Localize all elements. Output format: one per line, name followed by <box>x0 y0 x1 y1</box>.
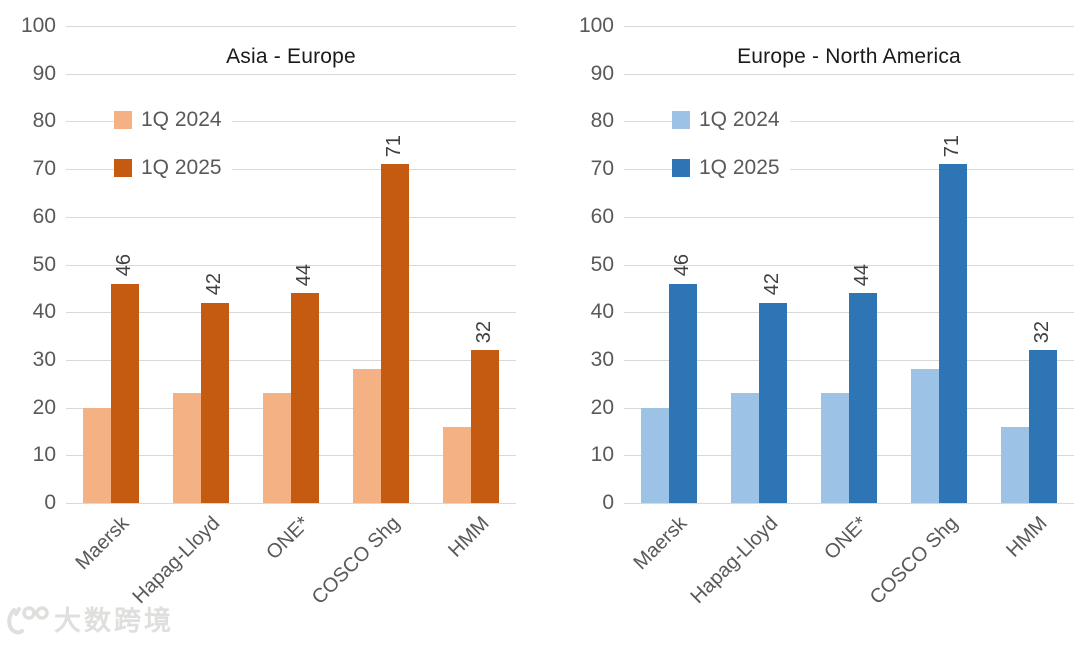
chart-title: Asia - Europe <box>226 45 356 68</box>
bar-1q-2025-3 <box>939 164 967 503</box>
gridline <box>624 121 1074 123</box>
legend-item: 1Q 2025 <box>672 157 790 179</box>
bar-1q-2025-1 <box>759 302 787 503</box>
bar-1q-2024-0 <box>83 407 111 503</box>
chart-asia-europe: 0 10 20 30 40 50 60 70 80 90 100 Asia - Europe 1Q 20… <box>20 14 516 609</box>
y-tick-label: 100 <box>20 14 56 37</box>
y-tick-label: 60 <box>32 204 56 228</box>
x-category-label: Maersk <box>71 512 134 575</box>
bar-data-label: 46 <box>671 254 693 277</box>
gridline <box>66 503 516 504</box>
y-tick-label: 20 <box>590 395 614 419</box>
legend-swatch-icon <box>672 159 690 177</box>
bar-1q-2024-2 <box>263 393 291 503</box>
bar-1q-2025-4 <box>1029 350 1057 503</box>
x-category-label: Hapag-Lloyd <box>128 512 224 609</box>
x-category-label: ONE* <box>262 512 314 565</box>
bar-1q-2024-3 <box>911 369 939 503</box>
legend-label: 1Q 2025 <box>699 156 780 179</box>
legend-swatch-icon <box>114 159 132 177</box>
bar-data-label: 32 <box>473 321 495 344</box>
y-tick-label: 90 <box>32 61 56 85</box>
y-tick-label: 60 <box>590 204 614 228</box>
bar-1q-2024-0 <box>641 407 669 503</box>
x-category-label: COSCO Shg <box>307 512 404 609</box>
x-category-label: Hapag-Lloyd <box>686 512 782 609</box>
y-tick-label: 80 <box>32 109 56 133</box>
bar-data-label: 32 <box>1031 321 1053 344</box>
x-category-label: HMM <box>1002 512 1052 562</box>
y-tick-label: 90 <box>590 61 614 85</box>
gridline <box>624 26 1074 27</box>
y-tick-label: 70 <box>590 157 614 181</box>
bar-1q-2024-1 <box>731 393 759 503</box>
bar-1q-2025-2 <box>849 293 877 503</box>
gridline <box>624 216 1074 218</box>
gridline <box>66 169 516 171</box>
bar-data-label: 42 <box>203 273 225 296</box>
gridline <box>66 216 516 218</box>
bar-1q-2025-1 <box>201 302 229 503</box>
bar-1q-2024-4 <box>443 426 471 503</box>
y-tick-label: 30 <box>32 347 56 371</box>
legend: 1Q 2024 1Q 2025 <box>672 109 790 179</box>
y-tick-label: 40 <box>590 300 614 324</box>
bar-data-label: 44 <box>851 263 873 287</box>
gridline <box>624 264 1074 266</box>
gridline <box>624 73 1074 75</box>
gridline <box>66 264 516 266</box>
bar-1q-2025-4 <box>471 350 499 503</box>
y-tick-label: 0 <box>44 491 56 514</box>
legend-swatch-icon <box>672 111 690 129</box>
bar-data-label: 71 <box>383 135 405 158</box>
y-tick-label: 0 <box>602 491 614 514</box>
y-tick-label: 80 <box>590 109 614 133</box>
y-tick-label: 100 <box>578 14 614 37</box>
y-tick-label: 50 <box>590 252 614 276</box>
x-category-label: COSCO Shg <box>865 512 962 609</box>
bar-data-label: 71 <box>941 135 963 158</box>
legend-label: 1Q 2024 <box>141 108 222 131</box>
bar-1q-2024-3 <box>353 369 381 503</box>
gridline <box>66 73 516 75</box>
bar-1q-2025-0 <box>111 283 139 503</box>
y-tick-label: 20 <box>32 395 56 419</box>
chart-europe-north-america: 0 10 20 30 40 50 60 70 80 90 100 Europe - North Ame… <box>540 0 1080 650</box>
bar-1q-2024-1 <box>173 393 201 503</box>
bar-data-label: 42 <box>761 273 783 296</box>
y-tick-label: 40 <box>32 300 56 324</box>
bar-1q-2024-2 <box>821 393 849 503</box>
y-tick-label: 10 <box>590 443 614 467</box>
x-category-label: HMM <box>444 512 494 562</box>
bar-1q-2025-2 <box>291 293 319 503</box>
gridline <box>66 121 516 123</box>
legend-label: 1Q 2025 <box>141 156 222 179</box>
legend-label: 1Q 2024 <box>699 108 780 131</box>
gridline <box>66 26 516 27</box>
bar-1q-2025-0 <box>669 283 697 503</box>
legend-item: 1Q 2024 <box>114 109 232 131</box>
legend-item: 1Q 2025 <box>114 157 232 179</box>
gridline <box>624 503 1074 504</box>
bar-data-label: 46 <box>113 254 135 277</box>
y-tick-label: 50 <box>32 252 56 276</box>
x-category-label: Maersk <box>629 512 692 575</box>
legend-swatch-icon <box>114 111 132 129</box>
y-tick-label: 70 <box>32 157 56 181</box>
gridline <box>624 169 1074 171</box>
x-category-label: ONE* <box>820 512 872 565</box>
legend: 1Q 2024 1Q 2025 <box>114 109 232 179</box>
bar-data-label: 44 <box>293 263 315 287</box>
legend-item: 1Q 2024 <box>672 109 790 131</box>
bar-1q-2024-4 <box>1001 426 1029 503</box>
y-tick-label: 10 <box>32 443 56 467</box>
y-tick-label: 30 <box>590 347 614 371</box>
bar-1q-2025-3 <box>381 164 409 503</box>
chart-title: Europe - North America <box>737 45 961 68</box>
